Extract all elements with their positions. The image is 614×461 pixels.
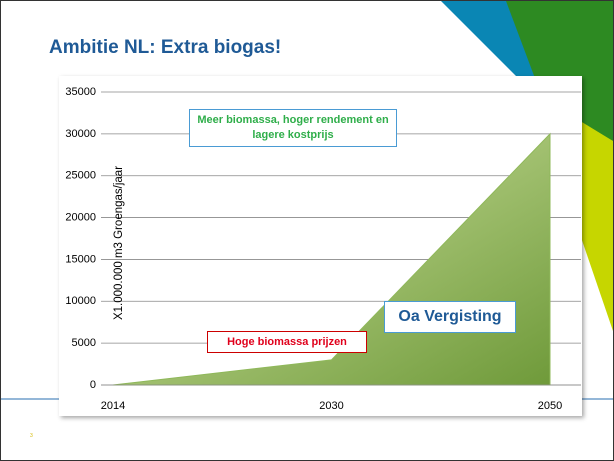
y-tick-label: 5000	[72, 337, 96, 349]
y-tick-label: 35000	[65, 86, 96, 98]
x-tick-label: 2030	[319, 400, 343, 412]
annotation: Hoge biomassa prijzen	[207, 331, 367, 353]
y-tick-label: 15000	[65, 253, 96, 265]
y-tick-label: 25000	[65, 170, 96, 182]
annotation: Meer biomassa, hoger rendement en lagere…	[189, 109, 397, 147]
y-tick-label: 0	[90, 379, 96, 391]
y-axis-label: X1.000.000 m3 Groengas/jaar	[113, 165, 125, 321]
y-tick-label: 20000	[65, 211, 96, 223]
y-tick-label: 10000	[65, 295, 96, 307]
decor-green	[506, 1, 613, 141]
annotation: Oa Vergisting	[384, 301, 516, 333]
x-tick-label: 2014	[101, 400, 125, 412]
x-tick-label: 2050	[538, 400, 562, 412]
y-tick-label: 30000	[65, 128, 96, 140]
slide-number: 3	[30, 433, 33, 439]
slide-title: Ambitie NL: Extra biogas!	[49, 37, 282, 58]
